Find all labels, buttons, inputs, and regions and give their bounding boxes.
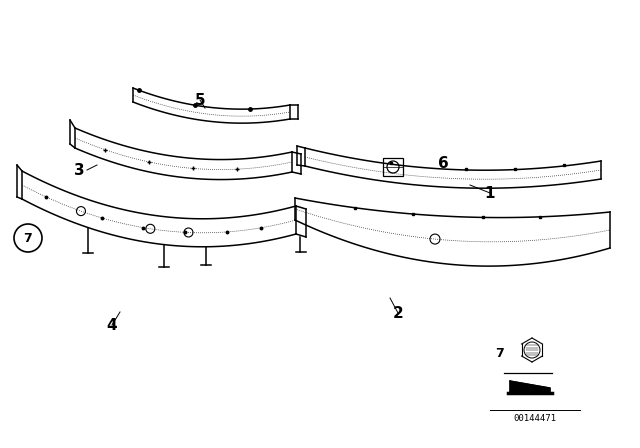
Text: 2: 2 <box>392 306 403 320</box>
Text: 4: 4 <box>107 318 117 332</box>
Text: 3: 3 <box>74 163 84 177</box>
Text: 7: 7 <box>24 232 33 245</box>
Text: 00144471: 00144471 <box>513 414 557 422</box>
Text: 7: 7 <box>495 346 504 359</box>
Polygon shape <box>510 381 550 392</box>
Text: 1: 1 <box>484 185 495 201</box>
Text: 5: 5 <box>195 92 205 108</box>
Text: 6: 6 <box>438 155 449 171</box>
